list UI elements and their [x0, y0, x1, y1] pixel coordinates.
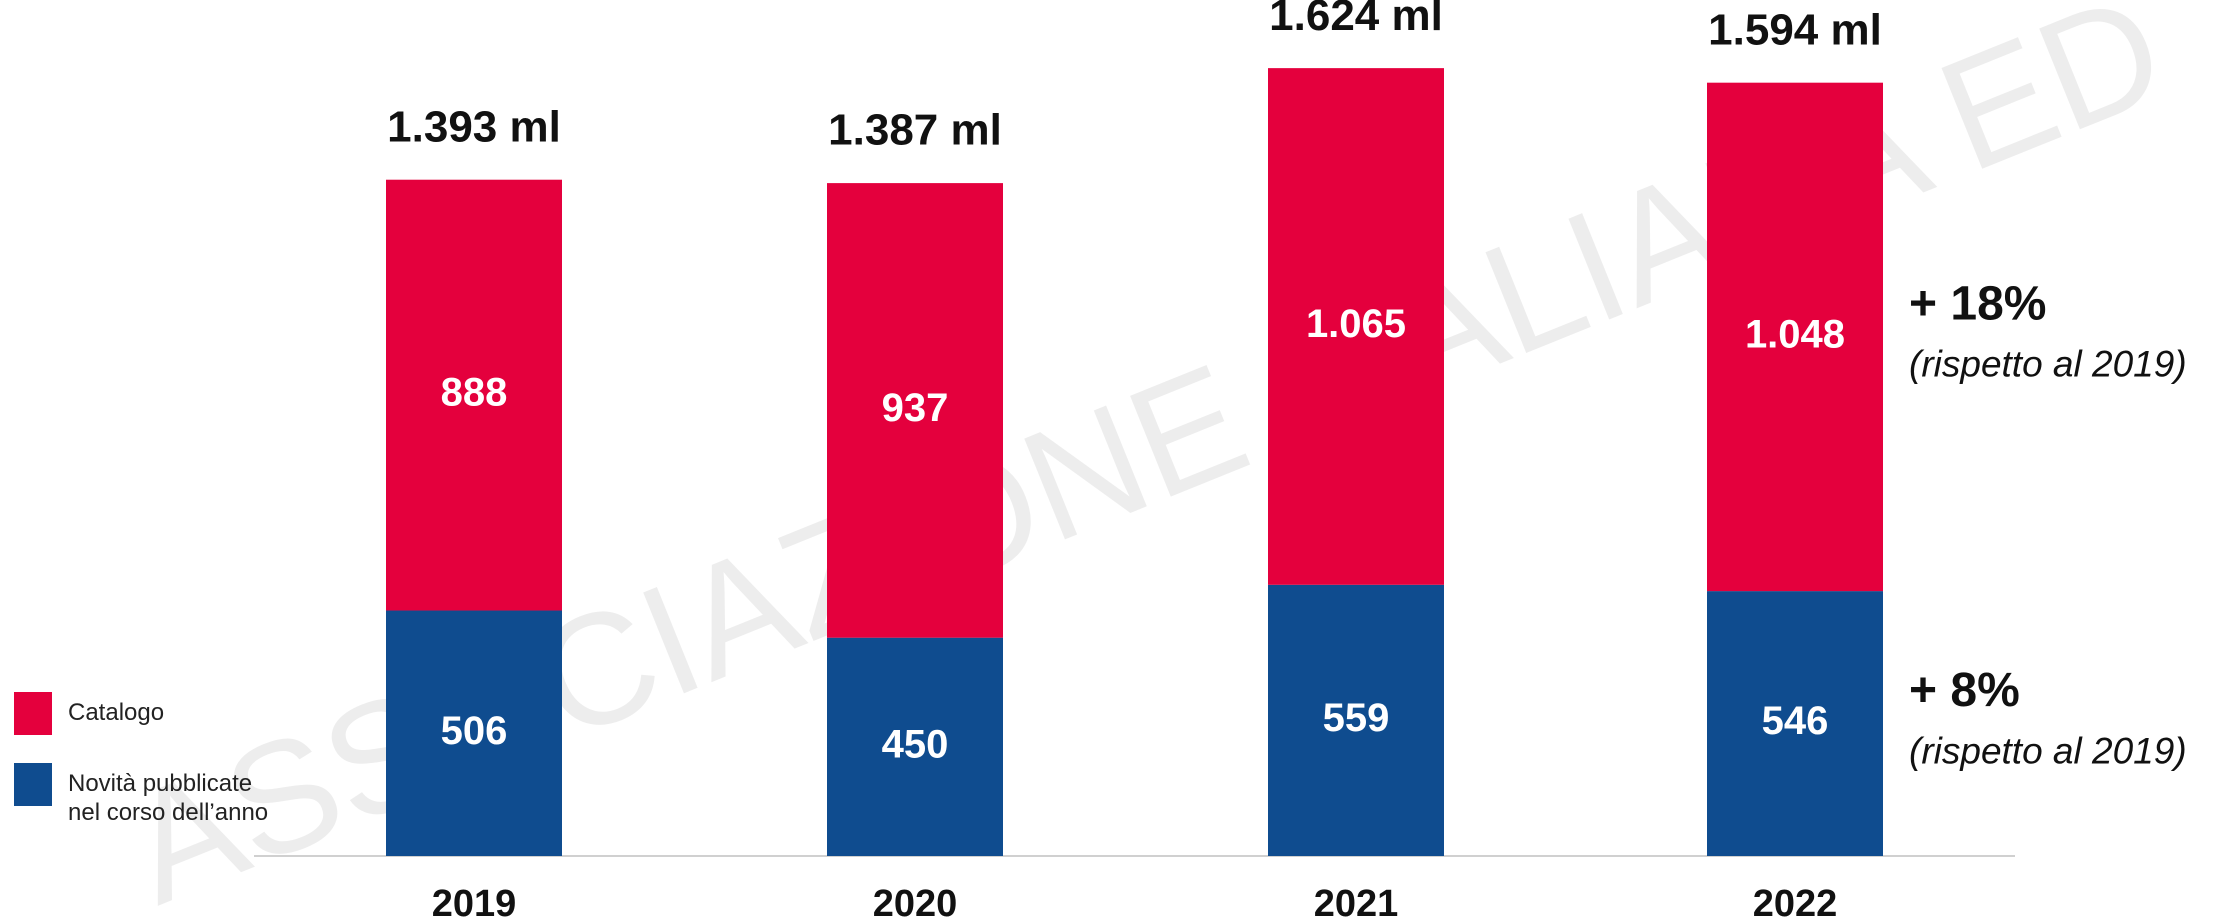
value-label: 546 — [1762, 699, 1829, 743]
x-tick-label: 2019 — [432, 883, 517, 923]
total-label: 1.387 ml — [828, 106, 1002, 155]
bar-segment — [1707, 82, 1883, 592]
annotation: + 18% — [1909, 278, 2046, 331]
value-label: 937 — [882, 386, 949, 430]
x-tick-label: 2021 — [1314, 883, 1399, 923]
legend-item: Catalogo — [14, 692, 314, 735]
value-label: 1.048 — [1745, 312, 1845, 356]
legend-item: Novità pubblicate nel corso dell’anno — [14, 763, 314, 827]
annotation-note: (rispetto al 2019) — [1909, 730, 2187, 771]
total-label: 1.594 ml — [1708, 5, 1882, 54]
legend: Catalogo Novità pubblicate nel corso dell… — [14, 692, 314, 855]
annotation: + 8% — [1909, 664, 2020, 717]
x-tick-label: 2022 — [1753, 883, 1838, 923]
legend-label: Catalogo — [68, 699, 165, 726]
bar-segment — [827, 183, 1003, 638]
value-label: 450 — [882, 722, 949, 766]
x-tick-label: 2020 — [873, 883, 958, 923]
annotation-note: (rispetto al 2019) — [1909, 344, 2187, 385]
bar-segment — [827, 637, 1003, 856]
bar-segment — [386, 179, 562, 611]
legend-swatch — [14, 692, 52, 735]
legend-label: Novità pubblicate nel corso dell’anno — [68, 770, 269, 826]
bar-segment — [386, 610, 562, 856]
legend-swatch — [14, 763, 52, 806]
total-label: 1.624 ml — [1269, 0, 1443, 40]
value-label: 1.065 — [1306, 302, 1406, 346]
bar-segment — [1268, 584, 1444, 856]
total-label: 1.393 ml — [387, 102, 561, 151]
value-label: 559 — [1323, 696, 1390, 740]
value-label: 506 — [441, 709, 508, 753]
value-label: 888 — [441, 371, 508, 415]
bar-segment — [1707, 591, 1883, 856]
bar-segment — [1268, 68, 1444, 585]
